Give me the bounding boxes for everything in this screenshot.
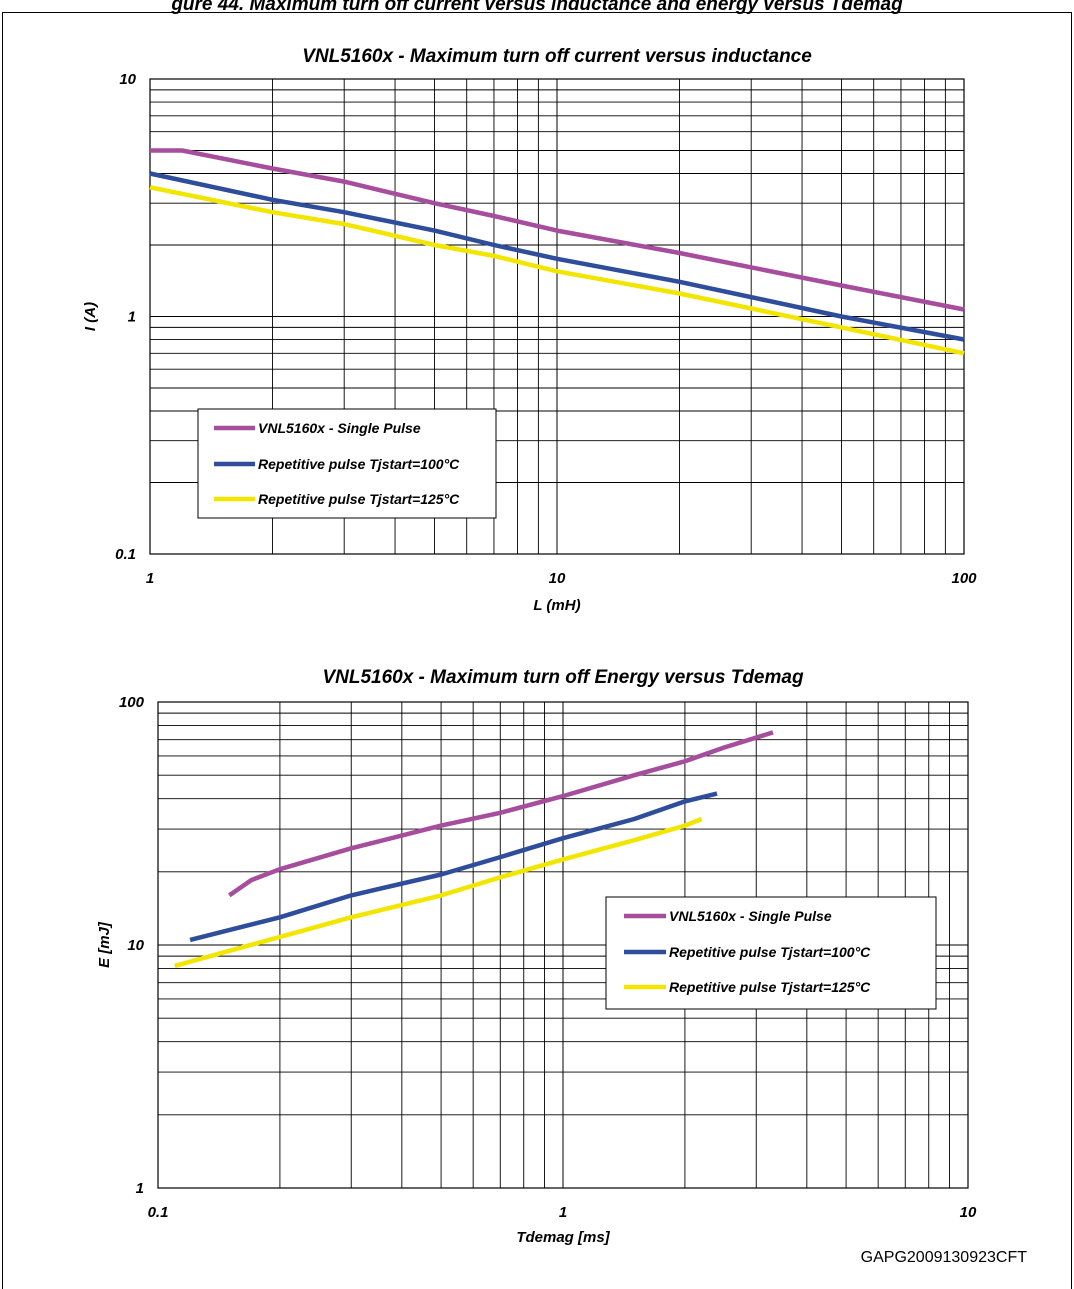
figure-code: GAPG2009130923CFT xyxy=(861,1249,1028,1266)
plot-area-border xyxy=(149,78,965,555)
y-axis-label: I (A) xyxy=(82,302,99,331)
series-line xyxy=(228,730,774,898)
legend-label: VNL5160x - Single Pulse xyxy=(669,908,832,924)
legend-label: VNL5160x - Single Pulse xyxy=(258,420,421,436)
legend-label: Repetitive pulse Tjstart=125°C xyxy=(669,979,871,995)
x-axis-label: Tdemag [ms] xyxy=(516,1229,610,1246)
current-vs-inductance-chart: VNL5160x - Maximum turn off current vers… xyxy=(82,46,977,614)
chart-title: VNL5160x - Maximum turn off Energy versu… xyxy=(322,667,804,688)
x-tick-label: 10 xyxy=(960,1204,977,1221)
y-tick-label: 0.1 xyxy=(115,546,136,563)
chart-title: VNL5160x - Maximum turn off current vers… xyxy=(302,46,812,67)
series-line xyxy=(189,791,718,943)
legend-label: Repetitive pulse Tjstart=100°C xyxy=(258,456,460,472)
x-tick-label: 1 xyxy=(146,570,154,587)
y-tick-label: 10 xyxy=(127,937,144,954)
series-line xyxy=(150,148,965,312)
series-line xyxy=(174,816,703,969)
y-tick-label: 1 xyxy=(136,1180,144,1197)
series-line xyxy=(149,171,965,342)
x-tick-label: 100 xyxy=(951,570,977,587)
y-tick-label: 100 xyxy=(119,694,145,711)
y-tick-label: 1 xyxy=(128,309,136,326)
x-axis-label: L (mH) xyxy=(533,597,580,614)
x-tick-label: 10 xyxy=(549,570,566,587)
x-tick-label: 0.1 xyxy=(148,1204,169,1221)
energy-vs-tdemag-chart: VNL5160x - Maximum turn off Energy versu… xyxy=(96,667,977,1246)
series-line xyxy=(149,185,965,356)
legend-label: Repetitive pulse Tjstart=125°C xyxy=(258,491,460,507)
x-tick-label: 1 xyxy=(559,1204,567,1221)
y-tick-label: 10 xyxy=(119,71,136,88)
figure-caption: gure 44. Maximum turn off current versus… xyxy=(170,0,903,15)
legend-label: Repetitive pulse Tjstart=100°C xyxy=(669,944,871,960)
y-axis-label: E [mJ] xyxy=(96,921,113,968)
plot-area-border xyxy=(157,701,969,1189)
